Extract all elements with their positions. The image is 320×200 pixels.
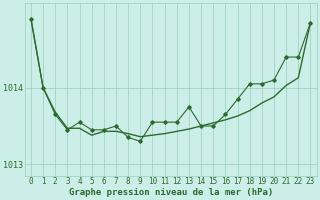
X-axis label: Graphe pression niveau de la mer (hPa): Graphe pression niveau de la mer (hPa)	[68, 188, 273, 197]
